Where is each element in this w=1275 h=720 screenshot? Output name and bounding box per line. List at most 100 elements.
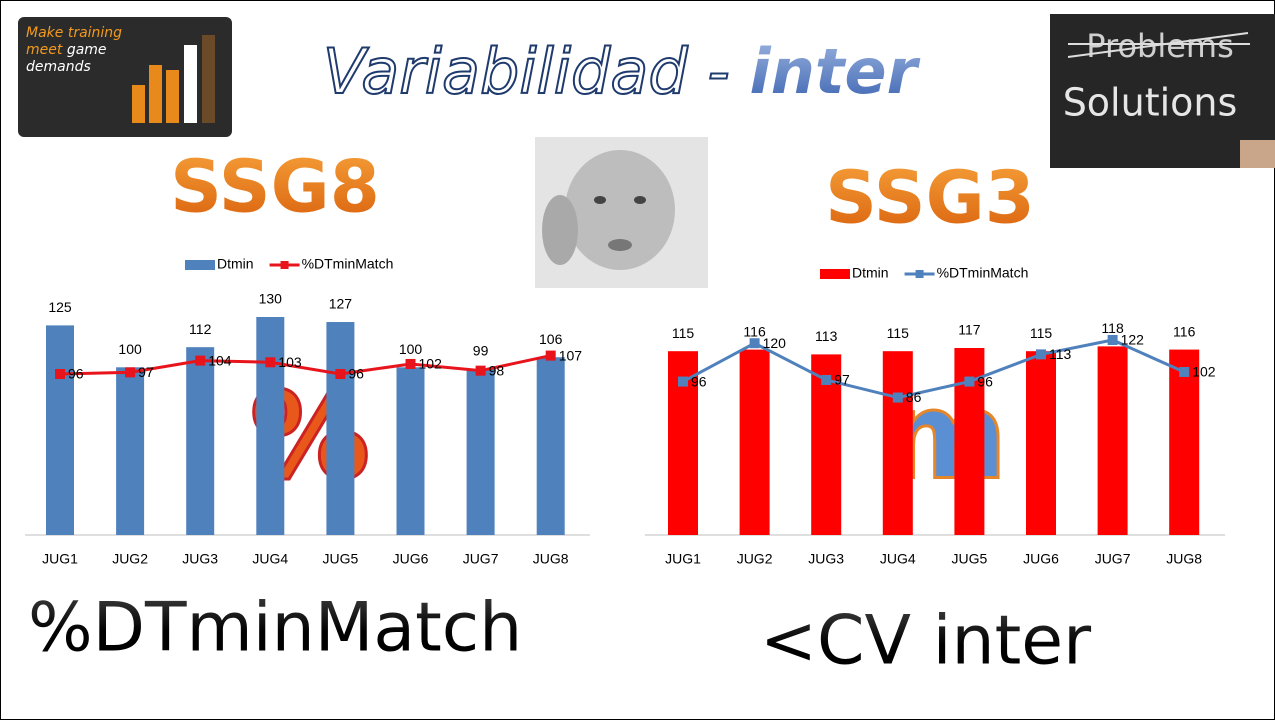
slide-title: Variabilidad - inter bbox=[323, 35, 921, 108]
data-label: 96 bbox=[691, 373, 707, 389]
data-label: 116 bbox=[1173, 323, 1196, 339]
legend-swatch bbox=[280, 261, 289, 269]
data-label: 118 bbox=[1101, 320, 1124, 336]
x-tick-label: JUG4 bbox=[880, 551, 916, 567]
bar bbox=[739, 349, 770, 535]
line-marker bbox=[964, 376, 975, 387]
data-label: 122 bbox=[1121, 332, 1145, 348]
x-tick-label: JUG4 bbox=[252, 551, 288, 567]
data-label: 102 bbox=[419, 356, 443, 372]
line-marker bbox=[195, 355, 206, 366]
logo-text: meet game bbox=[26, 42, 107, 58]
bar bbox=[1026, 351, 1056, 535]
data-label: 130 bbox=[259, 291, 283, 307]
logo: Make training meet game demands bbox=[18, 17, 232, 137]
x-tick-label: JUG8 bbox=[1166, 551, 1202, 567]
legend-swatch bbox=[820, 269, 850, 279]
line-marker bbox=[892, 392, 903, 403]
x-tick-label: JUG5 bbox=[952, 551, 988, 567]
data-label: 115 bbox=[672, 325, 695, 341]
line-marker bbox=[55, 369, 65, 380]
data-label: 102 bbox=[1192, 364, 1216, 380]
legend-label: Dtmin bbox=[217, 256, 254, 272]
logo-text: demands bbox=[26, 59, 91, 75]
line-marker bbox=[821, 374, 832, 385]
chart-title: SSG8 bbox=[170, 145, 380, 229]
line-marker bbox=[545, 350, 556, 361]
line-marker bbox=[1107, 335, 1118, 345]
data-label: 115 bbox=[1030, 325, 1053, 341]
line bbox=[59, 354, 552, 376]
board-text: Problems bbox=[1086, 27, 1234, 65]
bar bbox=[256, 317, 285, 535]
caption: %DTminMatch bbox=[28, 589, 522, 668]
x-tick-label: JUG2 bbox=[737, 551, 773, 567]
data-label: 127 bbox=[329, 296, 353, 312]
blackboard: Problems Solutions bbox=[1050, 14, 1275, 168]
data-label: 99 bbox=[473, 343, 489, 359]
data-label: 107 bbox=[559, 347, 583, 363]
data-label: 86 bbox=[906, 389, 922, 405]
data-label: 117 bbox=[958, 322, 981, 338]
line bbox=[682, 338, 1185, 400]
bar bbox=[46, 325, 74, 535]
bar bbox=[326, 322, 355, 535]
bar bbox=[466, 368, 495, 535]
data-label: 100 bbox=[399, 341, 423, 357]
data-label: 104 bbox=[208, 352, 232, 368]
x-tick-label: JUG3 bbox=[808, 551, 844, 567]
data-label: 100 bbox=[118, 341, 142, 357]
data-label: 120 bbox=[763, 335, 787, 351]
bar bbox=[116, 367, 145, 535]
x-tick-label: JUG1 bbox=[42, 551, 78, 567]
data-label: 106 bbox=[539, 331, 563, 347]
x-tick-label: JUG2 bbox=[112, 551, 148, 567]
x-tick-label: JUG5 bbox=[323, 551, 359, 567]
legend-label: %DTminMatch bbox=[937, 265, 1029, 281]
photo bbox=[535, 137, 708, 288]
legend-swatch bbox=[185, 260, 215, 270]
line-marker bbox=[1179, 366, 1190, 377]
line-marker bbox=[335, 369, 346, 380]
data-label: 125 bbox=[48, 299, 72, 315]
line-marker bbox=[265, 357, 276, 368]
x-tick-label: JUG7 bbox=[1095, 551, 1131, 567]
bar bbox=[186, 347, 215, 535]
line-marker bbox=[749, 338, 760, 349]
x-tick-label: JUG1 bbox=[665, 551, 701, 567]
data-label: 113 bbox=[815, 328, 838, 344]
line-marker bbox=[1036, 349, 1046, 360]
legend-label: %DTminMatch bbox=[302, 256, 394, 272]
x-tick-label: JUG6 bbox=[1023, 551, 1059, 567]
line-marker bbox=[125, 367, 136, 378]
data-label: 98 bbox=[489, 362, 505, 378]
x-tick-label: JUG8 bbox=[533, 551, 569, 567]
bar bbox=[1169, 349, 1200, 535]
data-label: 96 bbox=[977, 373, 993, 389]
logo-text: Make training bbox=[26, 25, 122, 41]
caption: <CV inter bbox=[760, 602, 1091, 681]
data-label: 97 bbox=[138, 364, 154, 380]
x-tick-label: JUG7 bbox=[463, 551, 499, 567]
board-text: Solutions bbox=[1063, 81, 1238, 125]
data-label: 96 bbox=[348, 366, 364, 382]
line-marker bbox=[678, 376, 688, 387]
bar bbox=[536, 357, 565, 535]
line-marker bbox=[405, 358, 416, 369]
line-marker bbox=[475, 365, 486, 376]
data-label: 103 bbox=[278, 354, 302, 370]
data-label: 96 bbox=[68, 366, 84, 382]
data-label: 97 bbox=[834, 372, 850, 388]
chart-title: SSG3 bbox=[825, 156, 1035, 240]
data-label: 116 bbox=[743, 323, 766, 339]
bar bbox=[396, 367, 425, 535]
legend-label: Dtmin bbox=[852, 265, 889, 281]
bar bbox=[882, 351, 913, 535]
data-label: 113 bbox=[1049, 346, 1072, 362]
data-label: 112 bbox=[189, 321, 212, 337]
data-label: 115 bbox=[887, 325, 910, 341]
bar bbox=[1097, 346, 1128, 535]
legend-swatch bbox=[915, 270, 924, 278]
x-tick-label: JUG6 bbox=[393, 551, 429, 567]
